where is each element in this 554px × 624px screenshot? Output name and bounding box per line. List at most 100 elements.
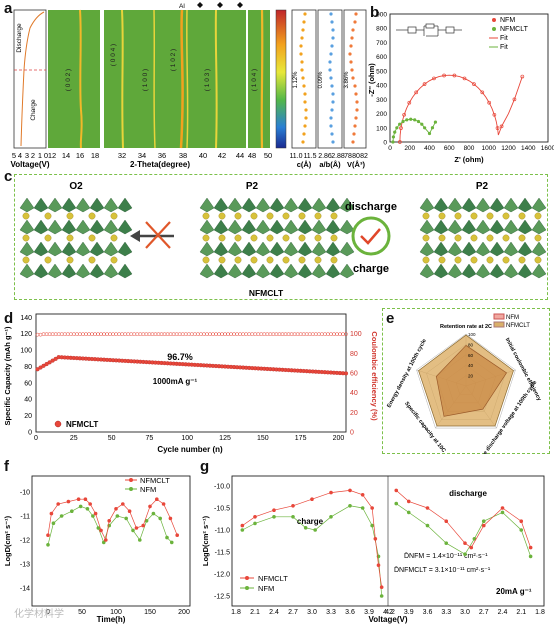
d-ce-point bbox=[186, 332, 191, 337]
f-xtick-4: 200 bbox=[178, 609, 190, 616]
b-ytick-3: 300 bbox=[376, 97, 387, 104]
c-octahedron bbox=[283, 219, 299, 235]
b-ytick-7: 700 bbox=[376, 40, 387, 47]
f-nfm-point bbox=[51, 521, 56, 525]
c-octahedron bbox=[297, 219, 313, 235]
c-na-ion bbox=[470, 234, 478, 242]
panel-label-e: e bbox=[386, 310, 395, 327]
panel-label-d: d bbox=[4, 310, 14, 327]
c-octahedron bbox=[283, 241, 299, 257]
g-discharge-nfmclt-point bbox=[528, 545, 533, 550]
d-ytick-right-1: 20 bbox=[350, 410, 358, 417]
g-xlabel: Voltage(V) bbox=[369, 615, 408, 624]
svg-text:3: 3 bbox=[25, 151, 29, 160]
d-retention: 96.7% bbox=[167, 352, 193, 362]
voltage-curve bbox=[20, 11, 45, 147]
g-discharge-nfmclt-point bbox=[394, 488, 399, 493]
d-ce-point bbox=[162, 332, 167, 337]
c-na-ion bbox=[486, 256, 494, 264]
c-na-ion bbox=[502, 234, 510, 242]
c-na-ion bbox=[422, 256, 430, 264]
c-octahedron bbox=[447, 219, 463, 235]
panel-label-c: c bbox=[4, 168, 13, 185]
c-octahedron bbox=[103, 197, 119, 213]
g-charge-nfm-point bbox=[370, 523, 374, 528]
b-point-nfmclt bbox=[409, 117, 413, 121]
c-axis-title: c(Å) bbox=[297, 160, 312, 169]
c-na-ion bbox=[202, 212, 210, 220]
c-octahedron bbox=[489, 241, 505, 257]
e-tick-4: 20 bbox=[468, 374, 474, 379]
c-octahedron bbox=[325, 241, 341, 257]
b-point-nfmclt bbox=[427, 131, 432, 136]
svg-text:2.86: 2.86 bbox=[318, 153, 332, 160]
d-ce-point bbox=[208, 332, 212, 337]
b-ytick-5: 500 bbox=[376, 68, 387, 75]
c-na-ion bbox=[66, 234, 74, 242]
c-charge-label: charge bbox=[353, 263, 389, 275]
svg-text:1: 1 bbox=[38, 151, 42, 160]
c-na-ion bbox=[470, 256, 478, 264]
d-ce-point bbox=[153, 332, 158, 337]
c-octahedron bbox=[339, 241, 355, 257]
d-ce-point bbox=[62, 332, 67, 337]
c-octahedron bbox=[311, 219, 327, 235]
d-ce-point bbox=[304, 332, 309, 337]
f-nfmclt-point bbox=[141, 523, 145, 528]
d-ce-point bbox=[241, 332, 246, 337]
f-xtick-3: 150 bbox=[144, 609, 156, 616]
f-nfmclt-point bbox=[168, 516, 173, 521]
c-change: 1.12% bbox=[293, 71, 299, 89]
g-ytick-0: -10.0 bbox=[214, 484, 230, 491]
g-charge-nfm-line bbox=[242, 505, 383, 597]
e-area-nfm bbox=[435, 344, 508, 417]
f-nfm-point bbox=[138, 538, 142, 542]
g-ytick-2: -11.0 bbox=[215, 528, 231, 535]
voltage-ticks: 5 4 3 2 1 0 bbox=[12, 151, 48, 160]
d-ce-point bbox=[329, 332, 333, 337]
c-na-ion bbox=[202, 256, 210, 264]
c-na-ion bbox=[298, 234, 306, 242]
c-octahedron bbox=[325, 197, 341, 213]
c-na-ion bbox=[234, 234, 242, 242]
d-legend: NFMCLT bbox=[66, 420, 98, 429]
c-na-ion bbox=[314, 212, 322, 220]
d-ce-point bbox=[132, 332, 137, 337]
c-octahedron bbox=[75, 219, 91, 235]
g-xtick-17: 1.8 bbox=[535, 609, 545, 616]
c-octahedron bbox=[433, 263, 449, 279]
c-octahedron bbox=[213, 263, 229, 279]
c-octahedron bbox=[419, 197, 435, 213]
watermark: 化学材料学 bbox=[14, 609, 64, 620]
d-ce-point bbox=[301, 332, 306, 337]
f-nfmclt-point bbox=[104, 538, 108, 542]
g-discharge-nfmclt-point bbox=[519, 519, 524, 523]
d-ce-point bbox=[335, 332, 339, 337]
c-na-ion bbox=[518, 256, 526, 264]
g-xtick-15: 2.4 bbox=[498, 609, 508, 616]
c-octahedron bbox=[47, 197, 63, 213]
diamond-markers bbox=[197, 2, 243, 8]
b-ytick-6: 600 bbox=[376, 54, 387, 61]
d-ytick-left-4: 80 bbox=[24, 364, 32, 371]
b-point-nfm bbox=[452, 73, 457, 78]
c-na-ion bbox=[282, 256, 290, 264]
b-ytick-8: 800 bbox=[376, 26, 387, 33]
b-point-nfmclt bbox=[430, 126, 435, 130]
d-ce-point bbox=[93, 332, 97, 337]
voltage-plot-frame bbox=[13, 9, 47, 149]
c-octahedron bbox=[117, 197, 133, 213]
c-na-ion bbox=[110, 256, 118, 264]
g-discharge-nfm-point bbox=[500, 510, 505, 515]
c-na-ion bbox=[470, 212, 478, 220]
c-octahedron bbox=[283, 263, 299, 279]
g-discharge-nfm-point bbox=[425, 523, 430, 528]
d-ce-point bbox=[41, 332, 46, 337]
d-ce-point bbox=[274, 332, 279, 337]
d-cap-point bbox=[50, 358, 55, 363]
d-ce-point bbox=[202, 332, 206, 337]
c-cross-mark bbox=[145, 221, 171, 249]
f-nfm-point bbox=[46, 543, 50, 547]
c-octahedron bbox=[297, 263, 313, 279]
b-point-nfmclt bbox=[398, 122, 402, 126]
